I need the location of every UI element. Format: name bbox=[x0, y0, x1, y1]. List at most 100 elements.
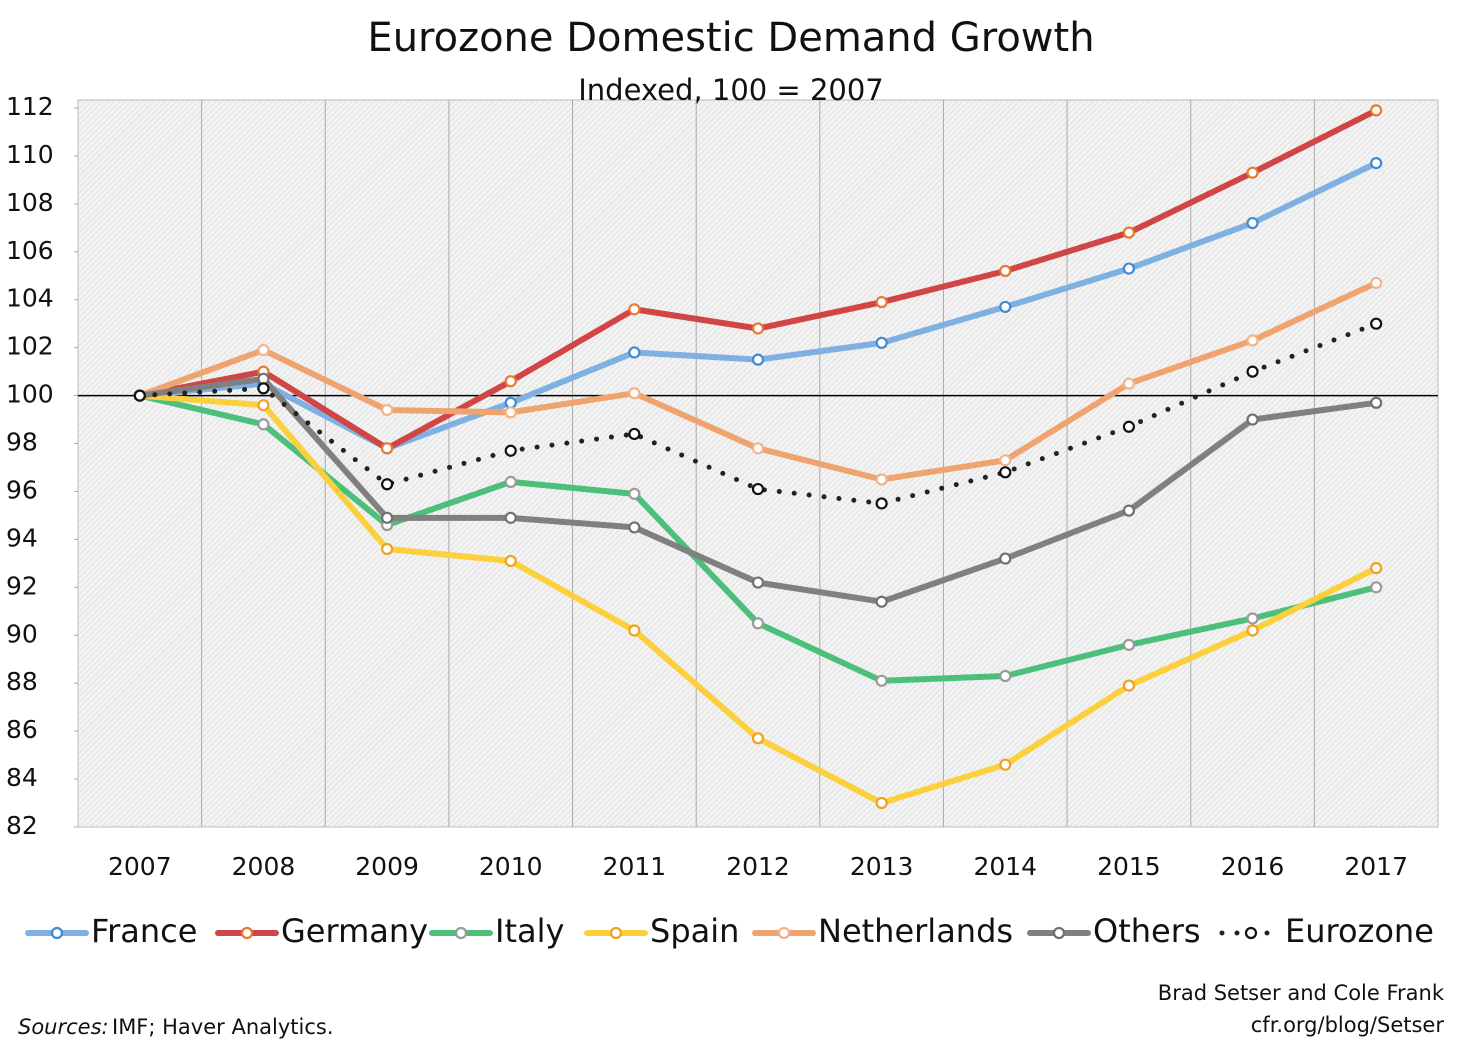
point bbox=[751, 322, 765, 335]
point bbox=[999, 669, 1012, 683]
point bbox=[1370, 104, 1383, 117]
legend-label: Spain bbox=[650, 912, 739, 950]
y-tick-label: 106 bbox=[6, 236, 54, 265]
y-tick-label: 82 bbox=[6, 811, 38, 840]
point bbox=[751, 732, 765, 745]
x-tick-label: 2010 bbox=[479, 852, 543, 881]
legend-marker bbox=[609, 926, 623, 940]
point bbox=[1370, 317, 1383, 330]
point bbox=[1246, 216, 1259, 230]
legend-label: Italy bbox=[495, 912, 564, 950]
point bbox=[1122, 262, 1136, 275]
point bbox=[504, 554, 517, 568]
legend-marker bbox=[1052, 926, 1066, 940]
x-tick-label: 2013 bbox=[850, 852, 914, 881]
x-tick-label: 2017 bbox=[1344, 852, 1408, 881]
y-tick-label: 100 bbox=[6, 380, 54, 409]
point bbox=[875, 595, 888, 608]
source-label: Sources: bbox=[18, 1015, 109, 1039]
y-tick-label: 102 bbox=[6, 332, 54, 361]
point bbox=[380, 478, 394, 491]
point bbox=[504, 511, 517, 524]
point bbox=[628, 487, 641, 500]
y-tick-label: 108 bbox=[6, 188, 54, 217]
point bbox=[1246, 365, 1259, 378]
legend-label: Netherlands bbox=[818, 912, 1013, 950]
point bbox=[257, 399, 270, 412]
point bbox=[1370, 157, 1383, 170]
legend-marker bbox=[50, 926, 64, 940]
point bbox=[504, 444, 517, 457]
x-tick-label: 2014 bbox=[973, 852, 1037, 881]
y-tick-label: 84 bbox=[6, 763, 38, 792]
legend-label: Germany bbox=[281, 912, 428, 950]
y-tick-label: 92 bbox=[6, 571, 38, 600]
point bbox=[628, 521, 641, 534]
point bbox=[380, 442, 394, 455]
point bbox=[504, 406, 517, 419]
point bbox=[751, 353, 765, 366]
point bbox=[999, 758, 1012, 771]
credit: cfr.org/blog/Setser bbox=[1251, 1013, 1445, 1037]
point bbox=[1122, 377, 1136, 390]
point bbox=[751, 576, 765, 589]
point bbox=[628, 624, 641, 637]
point bbox=[504, 375, 517, 388]
x-tick-label: 2008 bbox=[232, 852, 296, 881]
point bbox=[1122, 679, 1136, 692]
credit: Brad Setser and Cole Frank bbox=[1158, 981, 1445, 1005]
point bbox=[628, 346, 641, 359]
point bbox=[1246, 612, 1259, 625]
y-tick-label: 104 bbox=[6, 284, 54, 313]
point bbox=[380, 542, 394, 556]
point bbox=[999, 264, 1012, 278]
point bbox=[875, 296, 888, 309]
point bbox=[751, 442, 765, 455]
legend-label: France bbox=[91, 912, 197, 950]
point bbox=[875, 336, 888, 349]
point bbox=[1246, 413, 1259, 426]
y-tick-label: 110 bbox=[6, 140, 54, 169]
point bbox=[1370, 562, 1383, 575]
x-tick-label: 2011 bbox=[603, 852, 667, 881]
x-tick-label: 2012 bbox=[726, 852, 790, 881]
source: IMF; Haver Analytics. bbox=[112, 1015, 334, 1039]
legend-marker bbox=[454, 926, 468, 940]
point bbox=[628, 387, 641, 400]
y-tick-label: 98 bbox=[6, 428, 38, 457]
legend-label: Eurozone bbox=[1285, 912, 1434, 950]
legend-label: Others bbox=[1093, 912, 1201, 950]
legend-marker bbox=[240, 926, 254, 940]
point bbox=[257, 343, 270, 357]
point bbox=[751, 617, 765, 630]
point bbox=[504, 475, 517, 488]
y-tick-label: 94 bbox=[6, 523, 38, 552]
point bbox=[1370, 581, 1383, 594]
point bbox=[628, 427, 641, 441]
point bbox=[751, 482, 765, 496]
point bbox=[875, 674, 888, 687]
y-tick-label: 112 bbox=[6, 92, 54, 121]
point bbox=[1122, 226, 1136, 239]
point bbox=[999, 300, 1012, 314]
point bbox=[1122, 504, 1136, 517]
point bbox=[999, 552, 1012, 565]
x-tick-label: 2007 bbox=[108, 852, 172, 881]
x-tick-label: 2015 bbox=[1097, 852, 1161, 881]
y-tick-label: 96 bbox=[6, 475, 38, 504]
point bbox=[875, 473, 888, 486]
point bbox=[257, 382, 270, 395]
legend-marker bbox=[777, 926, 791, 940]
point bbox=[1122, 638, 1136, 651]
legend-marker bbox=[1244, 926, 1258, 940]
point bbox=[1370, 396, 1383, 409]
plot-area bbox=[77, 99, 1439, 828]
point bbox=[875, 497, 888, 510]
y-tick-label: 88 bbox=[6, 667, 38, 696]
point bbox=[1246, 166, 1259, 179]
x-tick-label: 2009 bbox=[355, 852, 419, 881]
x-tick-label: 2016 bbox=[1221, 852, 1285, 881]
point bbox=[133, 389, 146, 402]
point bbox=[1370, 276, 1383, 290]
